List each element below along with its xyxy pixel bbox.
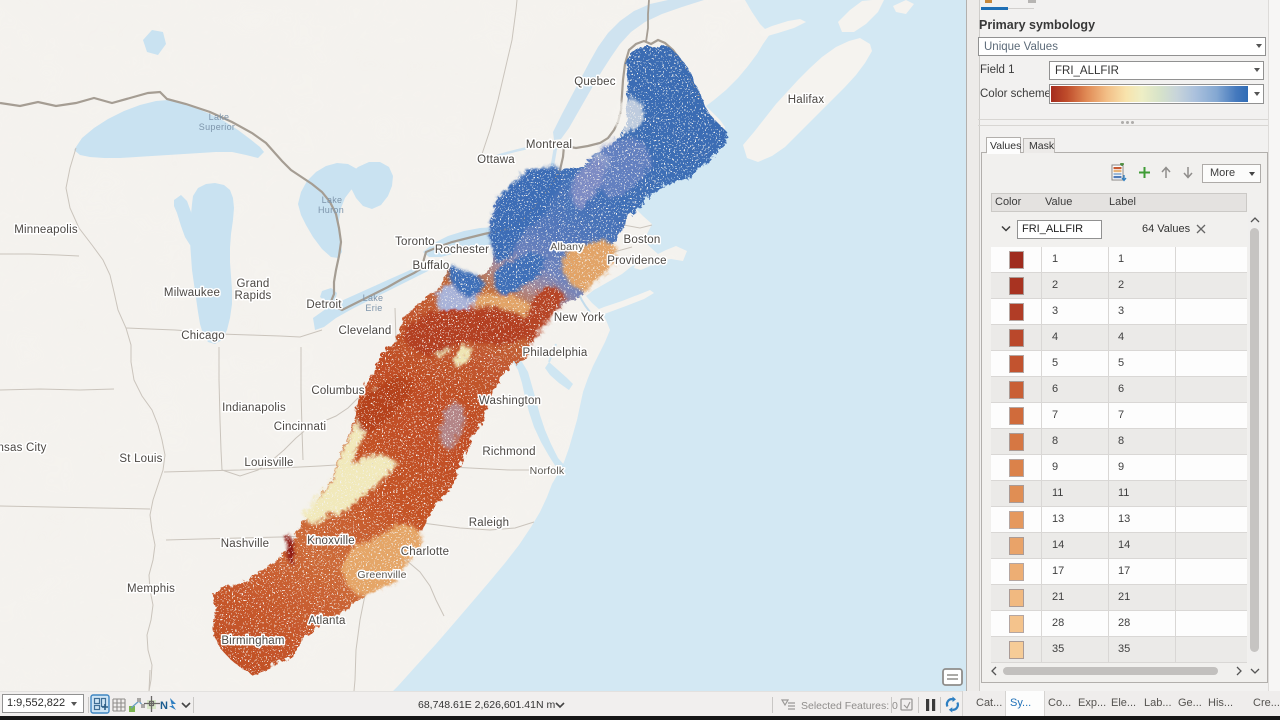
svg-text:Louisville: Louisville — [244, 457, 293, 469]
svg-text:Detroit: Detroit — [306, 299, 342, 311]
svg-text:Rapids: Rapids — [235, 290, 272, 302]
svg-text:nsas City: nsas City — [0, 442, 47, 454]
svg-text:Lake: Lake — [363, 293, 384, 303]
svg-text:Buffalo: Buffalo — [413, 260, 450, 272]
svg-text:Rochester: Rochester — [435, 244, 489, 256]
svg-text:Charlotte: Charlotte — [401, 546, 449, 558]
svg-text:Superior: Superior — [199, 122, 235, 132]
svg-text:Lake: Lake — [322, 195, 343, 205]
svg-text:Quebec: Quebec — [574, 76, 616, 88]
svg-text:Boston: Boston — [623, 234, 660, 246]
svg-text:Providence: Providence — [607, 255, 667, 267]
svg-text:Halifax: Halifax — [788, 94, 825, 106]
svg-text:Washington: Washington — [479, 395, 541, 407]
svg-text:Albany: Albany — [550, 241, 584, 253]
svg-text:Knoxville: Knoxville — [307, 535, 355, 547]
svg-text:Lake: Lake — [209, 112, 230, 122]
svg-text:Birmingham: Birmingham — [221, 635, 284, 647]
svg-text:Minneapolis: Minneapolis — [14, 224, 78, 236]
svg-text:Cincinnati: Cincinnati — [274, 421, 327, 433]
svg-text:Chicago: Chicago — [181, 330, 225, 342]
svg-text:Toronto: Toronto — [395, 236, 435, 248]
svg-text:Columbus: Columbus — [311, 385, 364, 397]
svg-text:Atlanta: Atlanta — [308, 615, 346, 627]
svg-text:Huron: Huron — [318, 205, 344, 215]
svg-text:Indianapolis: Indianapolis — [222, 402, 286, 414]
svg-text:St Louis: St Louis — [119, 453, 162, 465]
svg-text:Grand: Grand — [237, 278, 270, 290]
svg-text:Erie: Erie — [365, 303, 382, 313]
svg-text:Cleveland: Cleveland — [339, 325, 392, 337]
svg-text:Montreal: Montreal — [526, 139, 572, 151]
svg-text:Memphis: Memphis — [127, 583, 175, 595]
svg-text:Philadelphia: Philadelphia — [522, 347, 587, 359]
svg-text:Greenville: Greenville — [357, 569, 406, 581]
svg-text:Milwaukee: Milwaukee — [164, 287, 220, 299]
svg-text:Ottawa: Ottawa — [477, 154, 515, 166]
svg-text:Nashville: Nashville — [221, 538, 269, 550]
svg-text:New York: New York — [554, 312, 604, 324]
svg-text:Norfolk: Norfolk — [530, 465, 565, 477]
svg-text:Richmond: Richmond — [482, 446, 535, 458]
svg-text:N: N — [160, 700, 168, 712]
svg-text:Raleigh: Raleigh — [469, 517, 509, 529]
